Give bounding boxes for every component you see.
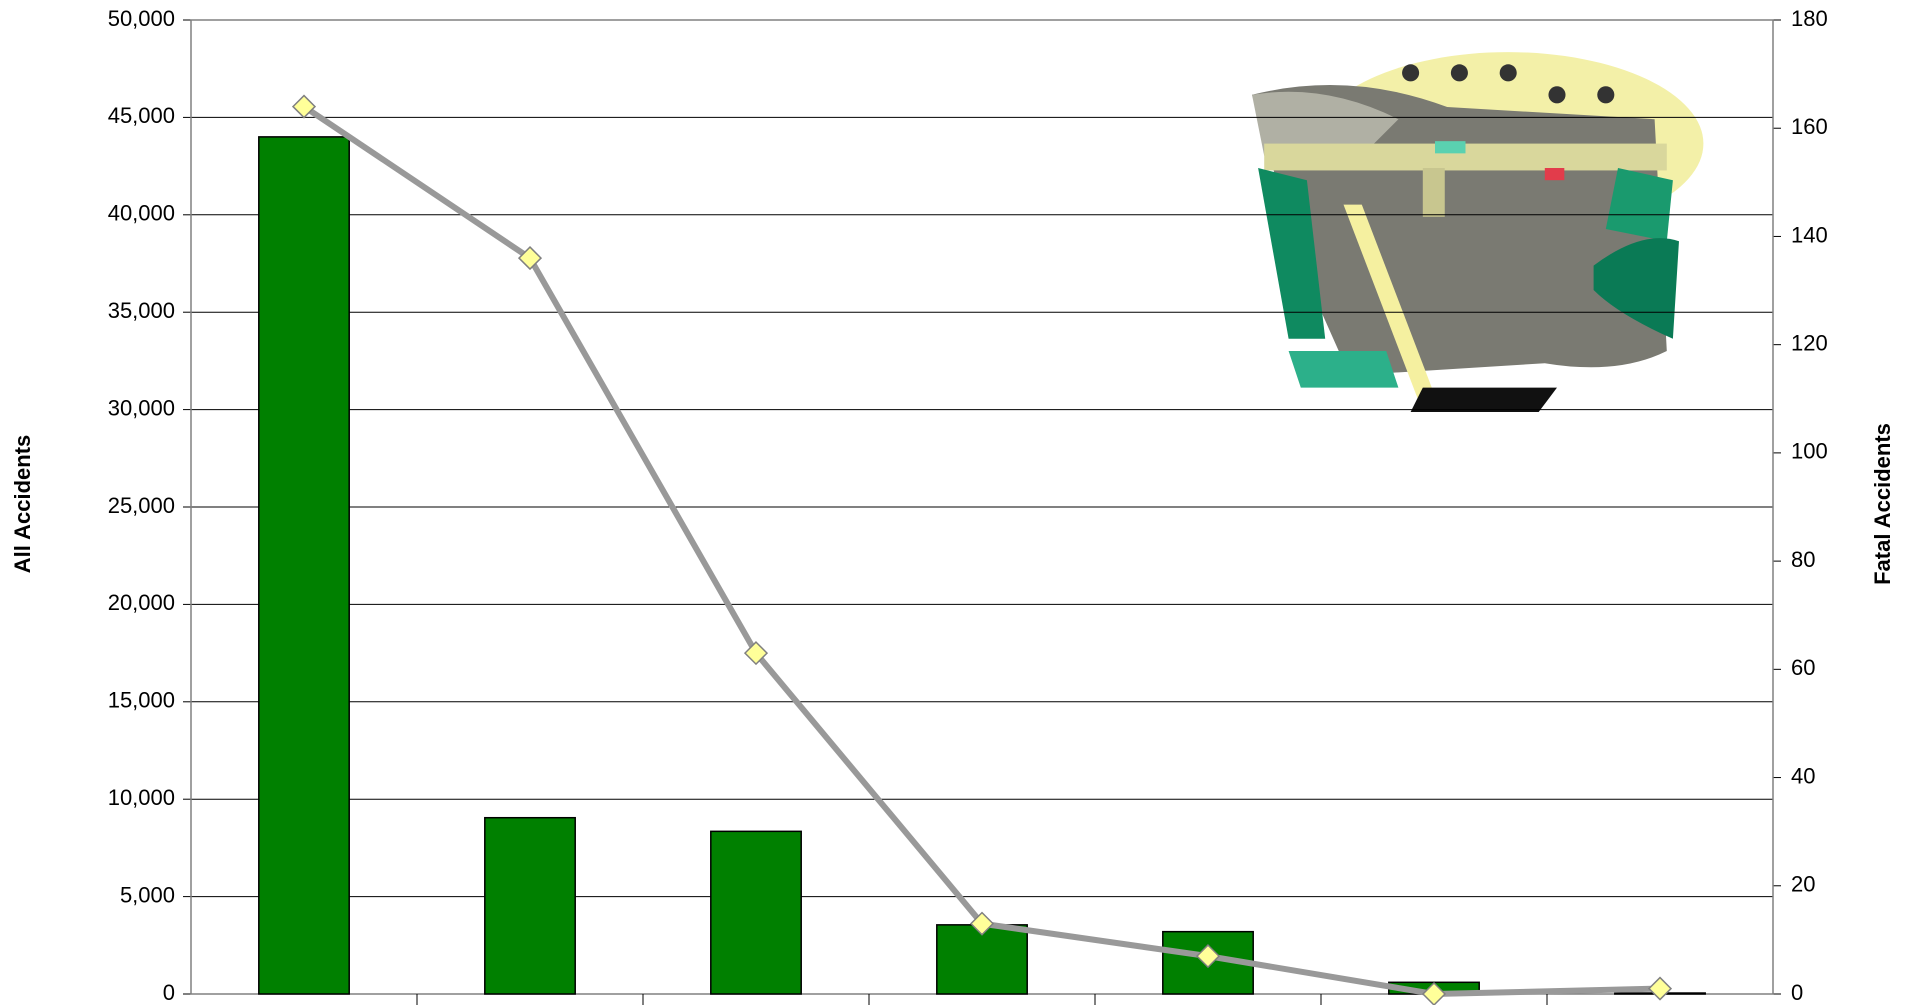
marker [517,246,543,271]
y-tick-label: 5,000 [120,882,175,907]
y-tick-label: 15,000 [108,688,175,713]
y-tick-label: 20,000 [108,590,175,615]
y2-tick-label: 20 [1791,872,1815,897]
y2-tick-label: 160 [1791,114,1828,139]
x-tick-label: 4-Lane Undivided [896,1001,1068,1005]
x-tick-label: 4-Lane Divided [682,1001,830,1005]
bar [710,830,802,995]
bar [484,816,576,995]
y-tick-label: 50,000 [108,6,175,31]
marker [969,911,995,936]
bar [258,136,350,995]
y2-tick-label: 80 [1791,547,1815,572]
y-tick-label: 35,000 [108,298,175,323]
y2-tick-label: 180 [1791,6,1828,31]
y2-tick-label: 100 [1791,439,1828,464]
x-tick-label: 3-Lane Divided [1586,1001,1734,1005]
y2-tick-label: 120 [1791,330,1828,355]
y-tick-label: 25,000 [108,493,175,518]
marker [1647,976,1673,1001]
y2-tick-label: 0 [1791,980,1803,1005]
marker [1421,981,1447,1005]
clipart-highway [1252,52,1704,412]
y-tick-label: 10,000 [108,785,175,810]
y2-tick-label: 60 [1791,655,1815,680]
bar [936,924,1028,995]
x-tick-label: 2-Lane Undivided [444,1001,616,1005]
y-tick-label: 30,000 [108,395,175,420]
marker [291,94,317,119]
x-tick-label: 6-Lane Divided [1134,1001,1282,1005]
marker [1195,944,1221,969]
marker [743,641,769,666]
y2-tick-label: 140 [1791,222,1828,247]
x-tick-label: Non-Highway [238,1001,370,1005]
y-tick-label: 0 [163,980,175,1005]
y2-axis-title: Fatal Accidents [1870,423,1895,585]
x-tick-label: 8-Lane Divided [1360,1001,1508,1005]
y-tick-label: 45,000 [108,103,175,128]
y-axis-title: All Accidents [10,435,35,574]
y-tick-label: 40,000 [108,201,175,226]
y2-tick-label: 40 [1791,763,1815,788]
